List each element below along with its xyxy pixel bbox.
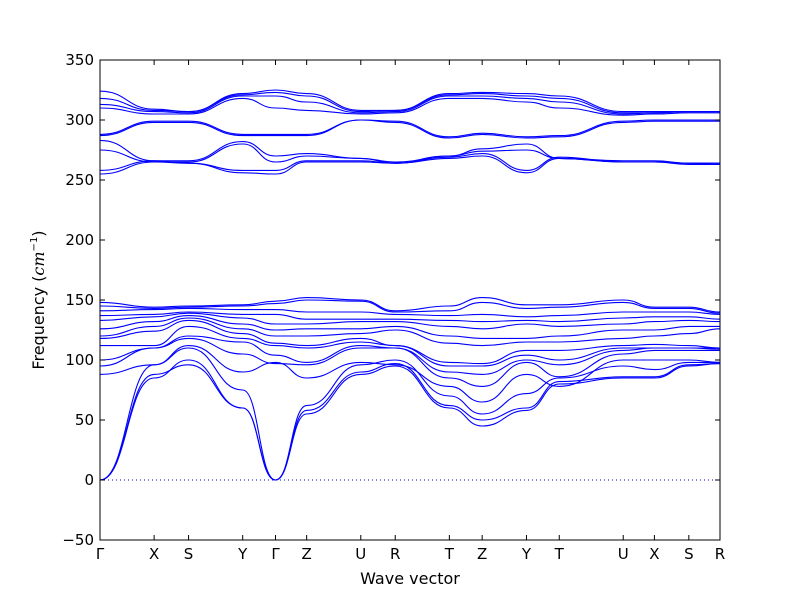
y-tick-label: 100 — [65, 351, 94, 369]
y-tick-label: 250 — [65, 171, 94, 189]
x-tick-label: Γ — [271, 545, 280, 563]
band-line — [99, 337, 720, 387]
y-axis-label-unit: cm — [29, 251, 48, 275]
band-line — [99, 312, 721, 330]
band-line — [99, 317, 721, 347]
band-line — [99, 97, 720, 116]
x-tick-label: T — [554, 545, 565, 563]
x-tick-label: Z — [477, 545, 487, 563]
band-line — [99, 311, 721, 323]
y-axis-label-text: Frequency ( — [29, 276, 48, 370]
x-tick-label: Y — [521, 545, 532, 563]
band-line — [99, 307, 721, 318]
band-line — [99, 119, 720, 139]
band-line — [99, 335, 721, 375]
band-line — [99, 155, 721, 175]
x-tick-label: X — [649, 545, 659, 563]
x-tick-label: S — [184, 545, 194, 563]
x-tick-label: X — [149, 545, 159, 563]
y-tick-label: 50 — [75, 411, 94, 429]
band-line — [99, 143, 720, 164]
band-line — [99, 297, 721, 313]
x-axis-label: Wave vector — [360, 569, 460, 588]
band-line — [99, 347, 720, 481]
y-tick-label: −50 — [62, 531, 94, 549]
band-lines — [99, 89, 721, 481]
band-line — [99, 359, 721, 481]
y-axis-label: Frequency (cm−1) — [29, 230, 48, 369]
y-axis-label-exponent: −1 — [29, 237, 40, 252]
y-axis-label-close: ) — [29, 230, 48, 236]
band-line — [99, 345, 721, 403]
band-line — [99, 139, 720, 164]
y-tick-label: 350 — [65, 51, 94, 69]
x-tick-label: Z — [302, 545, 312, 563]
y-tick-label: 150 — [65, 291, 94, 309]
x-tick-label: R — [715, 545, 725, 563]
band-line — [99, 119, 720, 138]
x-tick-label: Γ — [96, 545, 105, 563]
x-tick-label: Y — [237, 545, 248, 563]
band-line — [99, 325, 720, 367]
x-tick-label: T — [444, 545, 455, 563]
y-tick-label: 0 — [84, 471, 94, 489]
y-tick-label: 300 — [65, 111, 94, 129]
band-line — [99, 315, 720, 339]
x-tick-label: R — [390, 545, 400, 563]
x-tick-label: U — [355, 545, 366, 563]
x-tick-label: S — [684, 545, 694, 563]
y-tick-label: 200 — [65, 231, 94, 249]
band-line — [99, 299, 721, 314]
band-line — [99, 363, 721, 481]
y-axis-ticks: −50 0 50 100 150 200 250 300 350 — [62, 51, 720, 549]
band-line — [99, 319, 721, 365]
band-line — [99, 89, 720, 113]
band-line — [99, 95, 720, 115]
x-tick-label: U — [618, 545, 629, 563]
